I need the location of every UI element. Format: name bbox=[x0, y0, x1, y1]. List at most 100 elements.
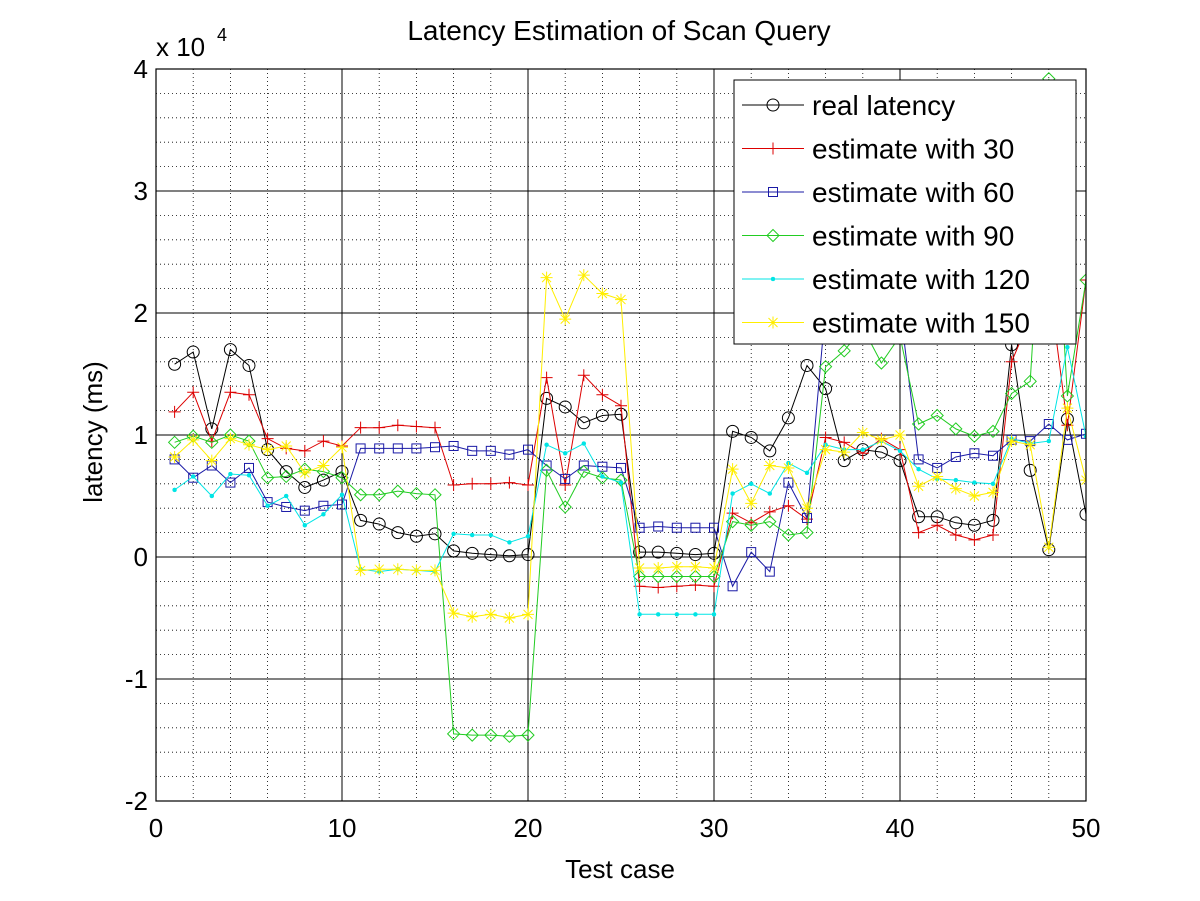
legend-label: real latency bbox=[812, 90, 955, 121]
x-tick-label: 0 bbox=[149, 813, 163, 843]
series-layer bbox=[167, 72, 1086, 744]
data-point bbox=[655, 612, 661, 617]
data-point bbox=[521, 728, 535, 742]
data-point bbox=[1023, 463, 1037, 477]
data-point bbox=[689, 579, 702, 592]
data-point bbox=[205, 422, 219, 436]
data-point bbox=[190, 474, 196, 479]
data-point bbox=[689, 560, 702, 573]
data-point bbox=[521, 548, 535, 562]
data-point bbox=[763, 459, 776, 472]
data-point bbox=[562, 451, 568, 456]
data-point bbox=[428, 488, 442, 502]
legend-label: estimate with 90 bbox=[812, 221, 1014, 252]
y-tick-label: -1 bbox=[125, 664, 148, 694]
data-point bbox=[246, 473, 252, 478]
legend-item: estimate with 150 bbox=[742, 308, 1030, 339]
data-point bbox=[318, 500, 329, 511]
legend-label: estimate with 30 bbox=[812, 134, 1014, 165]
data-point bbox=[986, 513, 1000, 527]
data-point bbox=[578, 460, 589, 471]
data-point bbox=[392, 443, 403, 454]
data-point bbox=[321, 512, 326, 517]
legend-item: real latency bbox=[742, 90, 955, 121]
data-point bbox=[949, 482, 962, 495]
data-point bbox=[633, 545, 647, 559]
data-point bbox=[409, 529, 423, 543]
y-tick-label: 1 bbox=[134, 420, 148, 450]
legend: real latency estimate with 30 estimate wit… bbox=[733, 79, 1077, 345]
data-point bbox=[317, 459, 330, 472]
data-point bbox=[837, 344, 851, 358]
data-point bbox=[688, 569, 703, 584]
data-point bbox=[782, 461, 795, 474]
data-point bbox=[730, 491, 735, 496]
data-point bbox=[242, 358, 256, 372]
data-point bbox=[339, 492, 345, 498]
data-point bbox=[465, 546, 479, 560]
data-point bbox=[726, 507, 739, 520]
data-point bbox=[279, 465, 293, 479]
data-point bbox=[244, 462, 254, 473]
data-point bbox=[875, 433, 888, 446]
data-point bbox=[447, 479, 460, 492]
data-point bbox=[299, 505, 310, 516]
data-point bbox=[168, 405, 181, 418]
data-point bbox=[632, 569, 647, 584]
data-point bbox=[391, 563, 404, 576]
data-point bbox=[484, 608, 497, 621]
data-point bbox=[355, 443, 366, 454]
data-point bbox=[637, 612, 642, 617]
data-point bbox=[447, 607, 460, 620]
data-point bbox=[674, 612, 680, 617]
data-point bbox=[1065, 344, 1070, 350]
data-point bbox=[651, 545, 665, 559]
data-point bbox=[1043, 419, 1054, 430]
data-point bbox=[1004, 386, 1019, 401]
data-point bbox=[502, 729, 517, 744]
data-point bbox=[801, 502, 813, 515]
data-point bbox=[577, 464, 591, 479]
data-point bbox=[819, 443, 832, 456]
data-point bbox=[783, 477, 794, 488]
data-point bbox=[1046, 438, 1052, 444]
legend-box bbox=[733, 79, 1077, 345]
data-point bbox=[711, 612, 717, 617]
legend-label: estimate with 150 bbox=[812, 308, 1030, 339]
data-point bbox=[205, 435, 219, 450]
data-point bbox=[187, 433, 200, 446]
data-point bbox=[763, 444, 777, 458]
data-point bbox=[1061, 402, 1074, 415]
data-point bbox=[372, 517, 386, 531]
data-point bbox=[1023, 374, 1037, 389]
data-point bbox=[577, 269, 590, 282]
data-point bbox=[615, 399, 627, 412]
data-point bbox=[1080, 274, 1086, 287]
data-point bbox=[354, 421, 367, 434]
data-point bbox=[168, 450, 181, 463]
y-tick-label: -2 bbox=[125, 786, 148, 816]
data-point bbox=[243, 388, 255, 401]
data-point bbox=[856, 426, 869, 439]
data-point bbox=[451, 531, 456, 537]
data-point bbox=[782, 499, 795, 512]
data-point bbox=[618, 480, 624, 485]
data-point bbox=[819, 382, 833, 396]
legend-item: estimate with 60 bbox=[742, 177, 1014, 208]
data-point bbox=[522, 608, 534, 621]
data-point bbox=[986, 424, 1000, 439]
data-point bbox=[819, 431, 832, 444]
y-tick-label: 2 bbox=[134, 298, 148, 328]
data-point bbox=[503, 476, 516, 489]
data-point bbox=[916, 466, 921, 472]
data-point bbox=[894, 429, 906, 441]
data-point bbox=[709, 522, 719, 533]
data-point bbox=[260, 470, 275, 485]
data-point bbox=[540, 391, 554, 405]
data-point bbox=[600, 474, 605, 479]
data-point bbox=[615, 293, 627, 306]
data-point bbox=[577, 369, 590, 382]
legend-item: estimate with 90 bbox=[742, 221, 1014, 252]
data-point bbox=[616, 462, 626, 473]
